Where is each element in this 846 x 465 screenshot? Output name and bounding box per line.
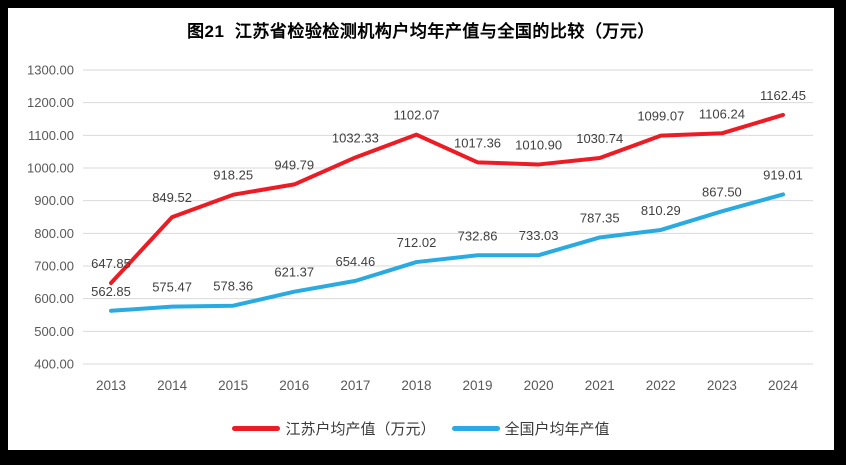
y-axis-label: 1200.00: [27, 95, 74, 110]
x-axis-label: 2015: [218, 378, 248, 393]
data-label-national: 654.46: [335, 254, 375, 269]
y-axis-label: 500.00: [34, 324, 74, 339]
data-label-jiangsu: 1017.36: [454, 135, 501, 150]
legend-label-jiangsu: 江苏户均产值（万元）: [285, 421, 436, 438]
data-label-national: 621.37: [274, 265, 314, 280]
chart-surface: 图21 江苏省检验检测机构户均年产值与全国的比较（万元） 400.00 500.0…: [8, 8, 834, 450]
data-label-jiangsu: 949.79: [274, 157, 314, 172]
data-label-jiangsu: 1102.07: [393, 108, 439, 123]
legend-item-jiangsu: 江苏户均产值（万元）: [232, 418, 436, 439]
line-chart-plot: 400.00 500.00 600.00 700.00 800.00 900.00 1000…: [27, 63, 813, 393]
data-label-jiangsu: 1032.33: [332, 130, 379, 145]
x-axis-label: 2016: [279, 378, 309, 393]
x-axis-label: 2022: [646, 378, 676, 393]
x-axis-label: 2014: [157, 378, 188, 393]
y-axis-label: 700.00: [34, 259, 74, 274]
chart-legend: 江苏户均产值（万元） 全国户均年产值: [8, 418, 834, 439]
x-axis-label: 2024: [768, 378, 799, 393]
data-label-jiangsu: 1162.45: [760, 88, 806, 103]
x-axis-label: 2018: [401, 378, 431, 393]
data-label-jiangsu: 1106.24: [699, 106, 745, 121]
series-line-jiangsu: [109, 112, 785, 286]
data-label-jiangsu: 849.52: [152, 190, 192, 205]
y-axis-label: 1100.00: [28, 128, 74, 143]
x-axis-label: 2023: [707, 378, 737, 393]
chart-title: 图21 江苏省检验检测机构户均年产值与全国的比较（万元）: [187, 22, 655, 41]
y-axis-label: 800.00: [34, 226, 74, 241]
y-axis-label: 400.00: [34, 357, 74, 372]
national-series-swatch: [451, 426, 500, 431]
y-axis-label: 600.00: [34, 291, 74, 306]
data-label-national: 787.35: [580, 210, 620, 225]
data-label-national: 810.29: [641, 203, 681, 218]
x-axis-label: 2020: [524, 378, 554, 393]
data-label-jiangsu: 1010.90: [515, 137, 562, 152]
y-axis-label: 1300.00: [27, 63, 74, 78]
data-label-jiangsu: 1099.07: [637, 109, 684, 124]
x-axis-label: 2013: [96, 378, 126, 393]
y-axis-label: 900.00: [34, 193, 74, 208]
data-label-jiangsu: 1030.74: [576, 131, 623, 146]
data-label-jiangsu: 647.85: [91, 256, 131, 271]
data-label-national: 733.03: [519, 228, 559, 243]
y-axis-label: 1000.00: [27, 161, 74, 176]
data-label-national: 575.47: [152, 280, 192, 295]
legend-item-national: 全国户均年产值: [451, 418, 610, 439]
x-axis-label: 2017: [340, 378, 370, 393]
jiangsu-series-swatch: [232, 426, 281, 431]
data-label-national: 712.02: [397, 235, 437, 250]
legend-label-national: 全国户均年产值: [504, 421, 610, 438]
data-label-national: 867.50: [702, 184, 742, 199]
data-label-national: 562.85: [91, 284, 131, 299]
data-label-national: 578.36: [213, 279, 253, 294]
x-axis-label: 2021: [585, 378, 615, 393]
data-label-national: 919.01: [763, 167, 803, 182]
series-line-national: [109, 192, 785, 313]
data-label-jiangsu: 918.25: [213, 168, 253, 183]
x-axis-label: 2019: [463, 378, 493, 393]
data-label-national: 732.86: [458, 228, 498, 243]
